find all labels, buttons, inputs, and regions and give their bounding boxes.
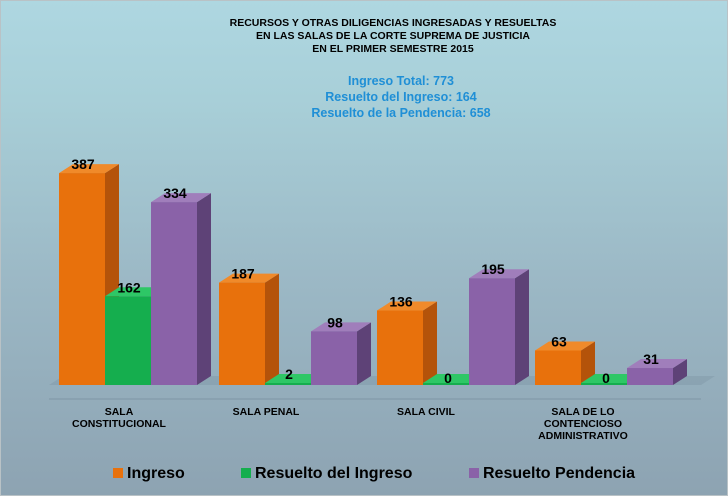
- data-label: 195: [481, 261, 505, 277]
- category-label: SALA PENAL: [233, 406, 300, 418]
- bar: [311, 322, 371, 385]
- bar-top: [265, 374, 325, 383]
- bar-top: [581, 374, 641, 383]
- bar-top: [535, 341, 595, 351]
- bar-top: [219, 273, 279, 283]
- title-line: EN LAS SALAS DE LA CORTE SUPREMA DE JUST…: [256, 30, 530, 42]
- bar-front: [311, 331, 357, 385]
- legend-item: Resuelto del Ingreso: [241, 465, 413, 482]
- category-label: ADMINISTRATIVO: [538, 430, 628, 442]
- data-labels: 387 162 334 187 2 98 136 0 195 63 0 31: [71, 156, 659, 386]
- data-label: 2: [285, 366, 293, 382]
- subtitle-line: Resuelto de la Pendencia: 658: [311, 106, 490, 120]
- bar-side: [515, 269, 529, 385]
- category-label: CONTENCIOSO: [544, 418, 622, 430]
- bar-front: [265, 383, 311, 385]
- chart-subtitle: Ingreso Total: 773 Resuelto del Ingreso: …: [311, 74, 490, 120]
- bar-top: [105, 287, 165, 297]
- legend-label: Resuelto del Ingreso: [255, 465, 413, 482]
- data-label: 136: [389, 294, 413, 310]
- subtitle-line: Resuelto del Ingreso: 164: [325, 90, 476, 104]
- bar: [377, 301, 437, 385]
- bar: [151, 193, 211, 385]
- bar-side: [423, 301, 437, 385]
- bars: [59, 164, 687, 385]
- bar-top: [311, 322, 371, 332]
- bar-side: [581, 341, 595, 385]
- bar-front: [581, 383, 627, 385]
- title-line: EN EL PRIMER SEMESTRE 2015: [312, 43, 474, 55]
- bar: [627, 359, 687, 385]
- data-label: 162: [117, 279, 141, 295]
- bar-front: [219, 282, 265, 385]
- data-label: 0: [602, 370, 610, 386]
- data-label: 334: [163, 185, 187, 201]
- bar-side: [197, 193, 211, 385]
- data-label: 31: [643, 351, 659, 367]
- bar-top: [423, 374, 483, 383]
- bar: [219, 273, 279, 385]
- legend-item: Ingreso: [113, 465, 185, 482]
- legend-swatch: [113, 468, 123, 478]
- bar-top: [59, 164, 119, 174]
- bar-top: [151, 193, 211, 203]
- bar: [469, 269, 529, 385]
- bar-front: [627, 368, 673, 385]
- legend-swatch: [469, 468, 479, 478]
- bar-front: [535, 350, 581, 385]
- data-label: 387: [71, 156, 95, 172]
- bar-front: [105, 296, 151, 385]
- bar-side: [673, 359, 687, 385]
- bar-top: [627, 359, 687, 369]
- legend-swatch: [241, 468, 251, 478]
- category-label: SALA DE LO: [551, 406, 614, 418]
- legend-label: Resuelto Pendencia: [483, 465, 635, 482]
- bar-front: [377, 310, 423, 385]
- legend-label: Ingreso: [127, 465, 185, 482]
- legend-item: Resuelto Pendencia: [469, 465, 635, 482]
- data-label: 98: [327, 314, 343, 330]
- category-label: SALA CIVIL: [397, 406, 456, 418]
- title-line: RECURSOS Y OTRAS DILIGENCIAS INGRESADAS …: [230, 17, 557, 29]
- subtitle-line: Ingreso Total: 773: [348, 74, 454, 88]
- bar-front: [423, 383, 469, 385]
- chart-title: RECURSOS Y OTRAS DILIGENCIAS INGRESADAS …: [230, 17, 557, 55]
- data-label: 187: [231, 266, 255, 282]
- bar-top: [377, 301, 437, 311]
- bar-top: [469, 269, 529, 279]
- data-label: 0: [444, 370, 452, 386]
- bar-front: [151, 202, 197, 385]
- legend: Ingreso Resuelto del Ingreso Resuelto Pend…: [113, 465, 635, 482]
- category-label: CONSTITUCIONAL: [72, 418, 166, 430]
- bar: [535, 341, 595, 385]
- data-label: 63: [551, 334, 567, 350]
- category-label: SALA: [105, 406, 134, 418]
- bar-front: [59, 173, 105, 385]
- bar-side: [357, 322, 371, 385]
- bar-side: [265, 273, 279, 385]
- bar-front: [469, 278, 515, 385]
